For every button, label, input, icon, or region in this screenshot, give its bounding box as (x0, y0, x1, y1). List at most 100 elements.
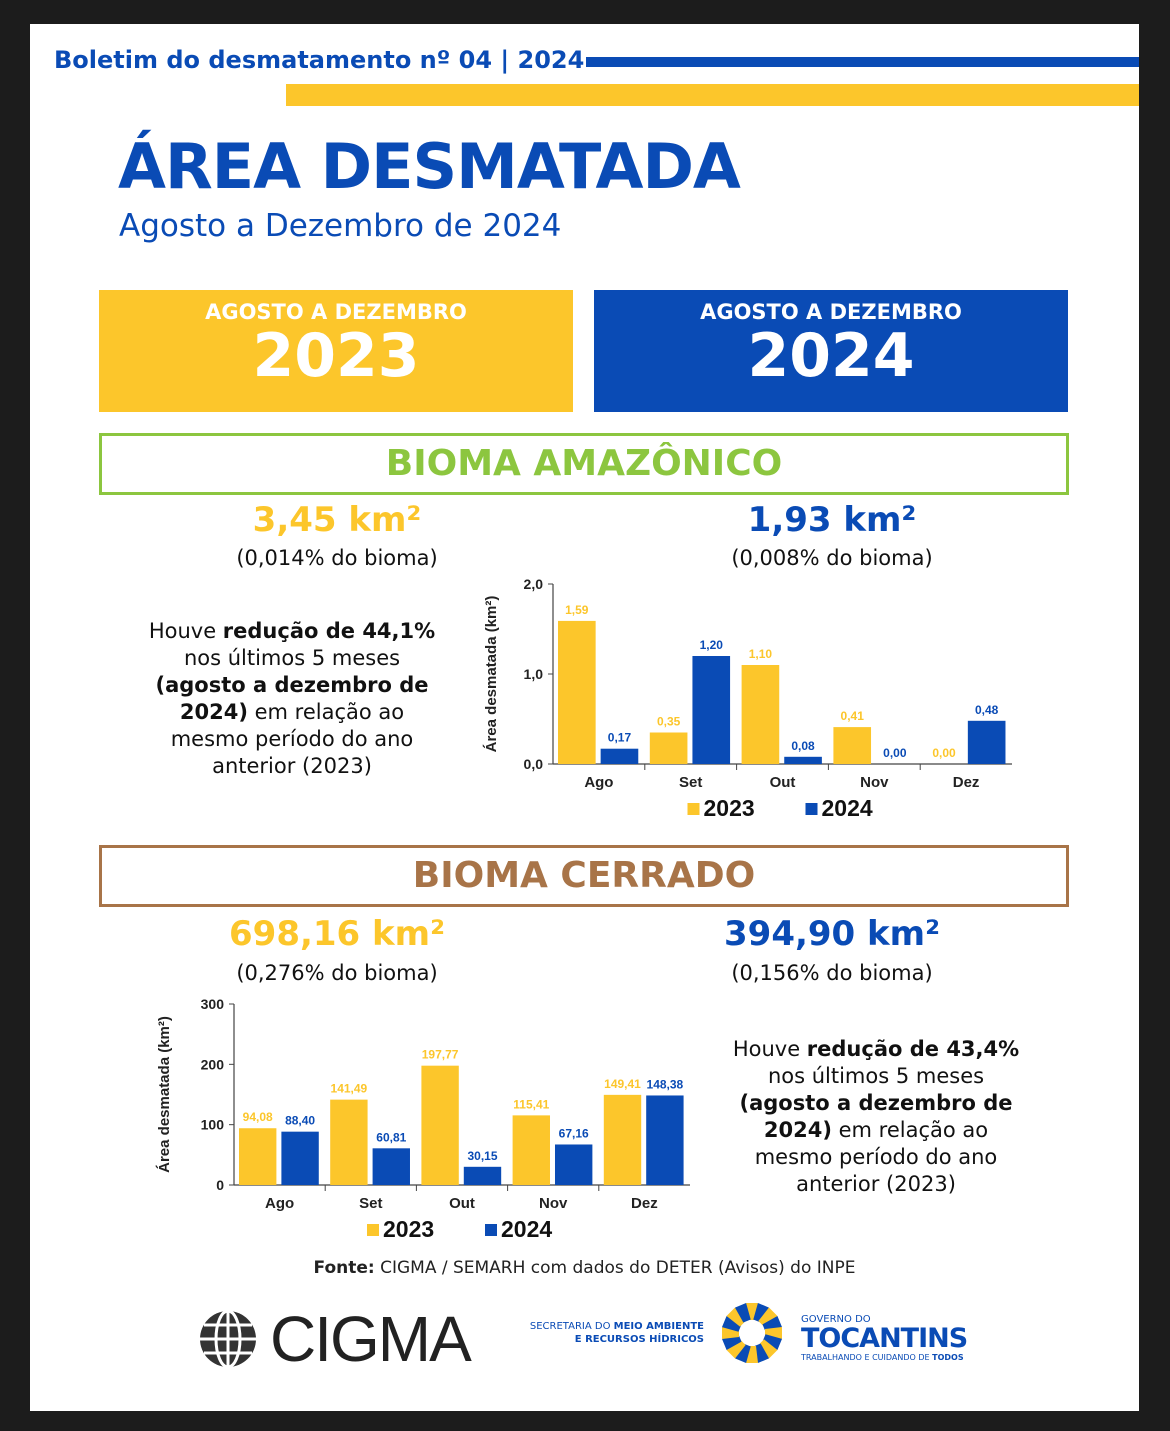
data-label: 1,10 (749, 647, 773, 661)
note-bold: redução de 43,4% (806, 1037, 1020, 1061)
x-tick-label: Nov (539, 1195, 568, 1212)
source-text: CIGMA / SEMARH com dados do DETER (Aviso… (374, 1258, 856, 1278)
period-label: AGOSTO A DEZEMBRO (205, 300, 467, 324)
amazon-2024-percent: (0,008% do bioma) (731, 546, 933, 570)
x-tick-label: Ago (265, 1195, 294, 1212)
cerrado-2023-percent: (0,276% do bioma) (236, 961, 438, 985)
sun-ray (721, 1315, 742, 1332)
sun-ray (726, 1307, 746, 1327)
note-bold: (agosto a dezembro de 2024) (739, 1091, 1013, 1142)
note-text: em relação ao mesmo período do ano anter… (170, 700, 414, 778)
note-text: Houve (732, 1037, 807, 1061)
data-label: 1,20 (700, 638, 724, 652)
y-tick-label: 100 (201, 1117, 225, 1133)
cerrado-2024-percent: (0,156% do bioma) (731, 961, 933, 985)
source-label: Fonte: (313, 1258, 375, 1278)
legend-swatch (485, 1224, 497, 1236)
note-text: nos últimos 5 meses (767, 1064, 985, 1088)
gov-text: TODOS (932, 1353, 964, 1362)
data-label: 148,38 (647, 1077, 684, 1091)
bar-2024 (554, 1144, 593, 1185)
data-label: 0,00 (883, 746, 907, 760)
cerrado-2023-value: 698,16 km² (229, 914, 445, 954)
bar-2023 (603, 1094, 642, 1185)
bar-2024 (692, 656, 731, 764)
amazon-2024-value: 1,93 km² (747, 500, 917, 540)
period-2024-box: AGOSTO A DEZEMBRO 2024 (594, 290, 1068, 412)
legend-label: 2023 (704, 795, 755, 821)
cigma-logo: CIGMA (198, 1302, 472, 1376)
data-label: 0,41 (841, 709, 865, 723)
x-tick-label: Out (770, 774, 796, 791)
data-label: 0,08 (791, 739, 815, 753)
y-tick-label: 0,0 (524, 756, 544, 772)
x-tick-label: Dez (631, 1195, 658, 1212)
data-label: 0,17 (608, 731, 632, 745)
globe-icon (200, 1309, 256, 1369)
bar-2024 (967, 720, 1006, 764)
legend-label: 2024 (501, 1216, 552, 1242)
x-tick-label: Nov (860, 774, 889, 791)
amazon-biome-title: BIOMA AMAZÔNICO (99, 433, 1069, 495)
data-label: 67,16 (559, 1126, 589, 1140)
sun-ray (758, 1307, 778, 1327)
bulletin-header: Boletim do desmatamento nº 04 | 2024 (54, 46, 585, 74)
y-tick-label: 2,0 (524, 576, 544, 592)
page-subtitle: Agosto a Dezembro de 2024 (119, 208, 562, 244)
cerrado-reduction-note: Houve redução de 43,4% nos últimos 5 mes… (726, 1036, 1026, 1198)
note-text: nos últimos 5 meses (183, 646, 401, 670)
bar-2023 (649, 732, 688, 764)
amazon-2023-value: 3,45 km² (252, 500, 422, 540)
gov-text: GOVERNO DO (801, 1314, 871, 1325)
note-bold: redução de 44,1% (222, 619, 436, 643)
data-label: 30,15 (467, 1149, 497, 1163)
data-label: 149,41 (604, 1077, 641, 1091)
legend-swatch (367, 1224, 379, 1236)
bar-2024 (784, 756, 822, 764)
bulletin-page: Boletim do desmatamento nº 04 | 2024 ÁRE… (30, 24, 1139, 1411)
note-text: Houve (148, 619, 223, 643)
data-label: 141,49 (331, 1082, 368, 1096)
bar-2023 (558, 620, 596, 764)
note-bold: (agosto a dezembro de 2024) (155, 673, 429, 724)
legend-swatch (687, 803, 700, 815)
period-year: 2024 (747, 321, 915, 391)
cerrado-bar-chart: 0 100 200 300 Área desmatada (km²) Ago 94,08 88… (156, 996, 690, 1242)
sun-ray (758, 1339, 778, 1359)
tocantins-sun-icon (721, 1302, 783, 1364)
y-tick-label: 1,0 (524, 666, 544, 682)
tocantins-logo: GOVERNO DO TOCANTINS TRABALHANDO E CUIDA… (801, 1314, 968, 1362)
data-label: 197,77 (422, 1048, 459, 1062)
amazon-2023-percent: (0,014% do bioma) (236, 546, 438, 570)
data-label: 1,59 (565, 603, 589, 617)
bar-2023 (741, 665, 780, 764)
sun-ray (734, 1343, 751, 1364)
data-label: 115,41 (513, 1097, 549, 1111)
amazon-bar-chart: 0,0 1,0 2,0 Área desmatada (km²) Ago 1,59 0,17… (483, 576, 1012, 821)
x-tick-label: Out (449, 1195, 475, 1212)
amazon-reduction-note: Houve redução de 44,1% nos últimos 5 mes… (142, 618, 442, 780)
semarh-text: MEIO AMBIENTE (613, 1321, 704, 1332)
bar-2024 (281, 1131, 319, 1185)
sun-ray (762, 1334, 783, 1351)
period-2023-box: AGOSTO A DEZEMBRO 2023 (99, 290, 573, 412)
cigma-wordmark: CIGMA (270, 1303, 472, 1375)
data-label: 88,40 (285, 1114, 315, 1128)
gov-name: TOCANTINS (801, 1323, 968, 1354)
x-tick-label: Set (359, 1195, 382, 1212)
gov-text: TRABALHANDO E CUIDANDO DE (801, 1353, 933, 1362)
source-note: Fonte: CIGMA / SEMARH com dados do DETER… (30, 1258, 1139, 1278)
bar-2024 (600, 748, 639, 764)
semarh-text: SECRETARIA DO (529, 1321, 614, 1332)
x-tick-label: Dez (953, 774, 980, 791)
note-text: em relação ao mesmo período do ano anter… (754, 1118, 998, 1196)
data-label: 0,35 (657, 715, 681, 729)
y-axis-label: Área desmatada (km²) (156, 1016, 173, 1173)
sun-ray (734, 1302, 751, 1323)
period-year: 2023 (252, 321, 420, 391)
cerrado-2024-value: 394,90 km² (724, 914, 940, 954)
legend-label: 2024 (822, 795, 873, 821)
semarh-text: E RECURSOS HÍDRICOS (574, 1334, 704, 1345)
decorative-yellow-bar (286, 84, 1139, 106)
bar-2023 (421, 1065, 459, 1185)
